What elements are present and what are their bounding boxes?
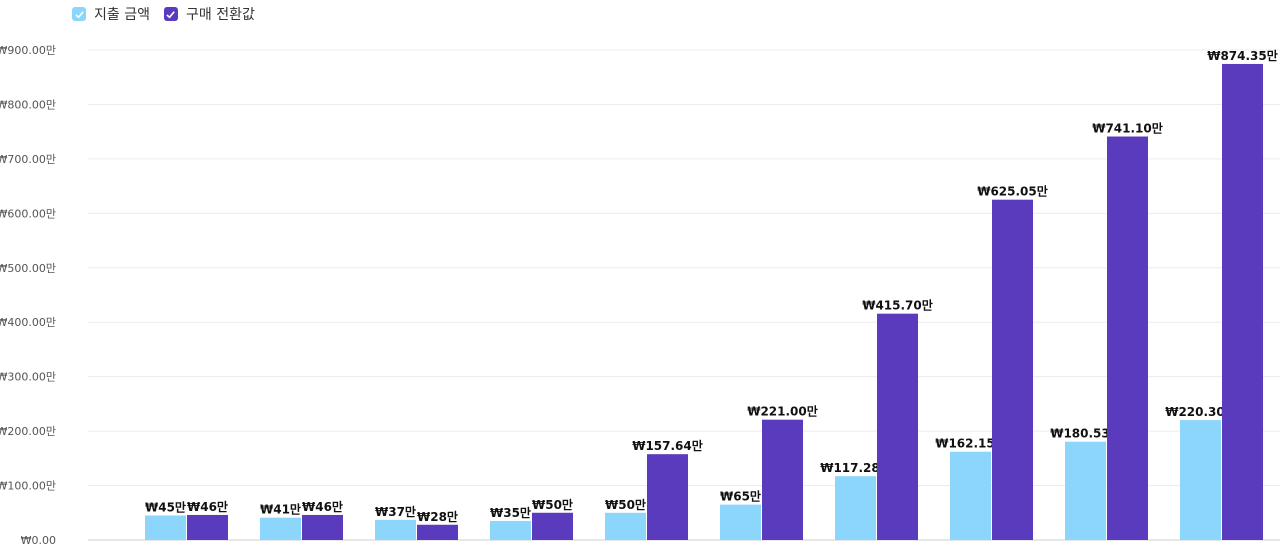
y-tick-label: ₩600.00만 — [0, 207, 56, 220]
bar — [950, 451, 991, 540]
y-tick-label: ₩200.00만 — [0, 425, 56, 438]
data-label: ₩157.64만 — [632, 438, 703, 453]
bar — [877, 313, 918, 540]
data-label: ₩28만 — [417, 509, 458, 524]
data-label: ₩221.00만 — [747, 404, 818, 419]
data-label: ₩220.30만 — [1165, 404, 1236, 419]
data-label: ₩46만 — [302, 499, 343, 514]
bar — [835, 476, 876, 540]
bar — [1065, 441, 1106, 540]
data-label: ₩162.15만 — [935, 436, 1006, 451]
data-label: ₩65만 — [720, 489, 761, 504]
y-tick-label: ₩400.00만 — [0, 316, 56, 329]
bar — [1222, 63, 1263, 541]
legend-item-conversion-value[interactable]: 구매 전환값 — [163, 4, 255, 24]
y-tick-label: ₩0.00 — [21, 534, 56, 547]
checkbox-checked-icon[interactable] — [72, 7, 86, 21]
bar — [302, 514, 343, 540]
data-label: ₩35만 — [490, 505, 531, 520]
y-tick-label: ₩300.00만 — [0, 371, 56, 384]
bar — [1107, 136, 1148, 541]
data-label: ₩415.70만 — [862, 298, 933, 313]
y-tick-label: ₩500.00만 — [0, 262, 56, 275]
data-label: ₩50만 — [605, 497, 646, 512]
data-label: ₩50만 — [532, 497, 573, 512]
legend-label-spend: 지출 금액 — [94, 7, 150, 23]
bar — [762, 419, 803, 540]
data-label: ₩117.28만 — [820, 460, 891, 475]
bar — [417, 524, 458, 540]
bar — [532, 512, 573, 540]
bar — [145, 515, 186, 540]
data-label: ₩625.05만 — [977, 184, 1048, 199]
data-label: ₩45만 — [145, 500, 186, 515]
bar — [375, 519, 416, 540]
data-label: ₩874.35만 — [1207, 48, 1278, 63]
checkbox-checked-icon[interactable] — [163, 7, 178, 21]
data-label: ₩741.10만 — [1092, 121, 1163, 136]
legend-label-conversion-value: 구매 전환값 — [185, 7, 255, 23]
bar — [1180, 420, 1221, 540]
bar — [260, 517, 301, 540]
y-tick-label: ₩900.00만 — [0, 44, 56, 57]
bar — [187, 514, 228, 540]
y-tick-label: ₩700.00만 — [0, 153, 56, 166]
data-label: ₩41만 — [260, 502, 301, 517]
chart-legend: 지출 금액 구매 전환값 — [72, 4, 255, 24]
bar — [490, 520, 531, 540]
legend-item-spend[interactable]: 지출 금액 — [72, 4, 150, 24]
y-tick-label: ₩100.00만 — [0, 480, 56, 493]
data-label: ₩37만 — [375, 504, 416, 519]
bar — [605, 512, 646, 540]
bar — [647, 454, 688, 540]
y-tick-label: ₩800.00만 — [0, 98, 56, 111]
data-label: ₩180.53만 — [1050, 426, 1121, 441]
bar — [720, 504, 761, 540]
data-label: ₩46만 — [187, 499, 228, 514]
bar — [992, 199, 1033, 540]
